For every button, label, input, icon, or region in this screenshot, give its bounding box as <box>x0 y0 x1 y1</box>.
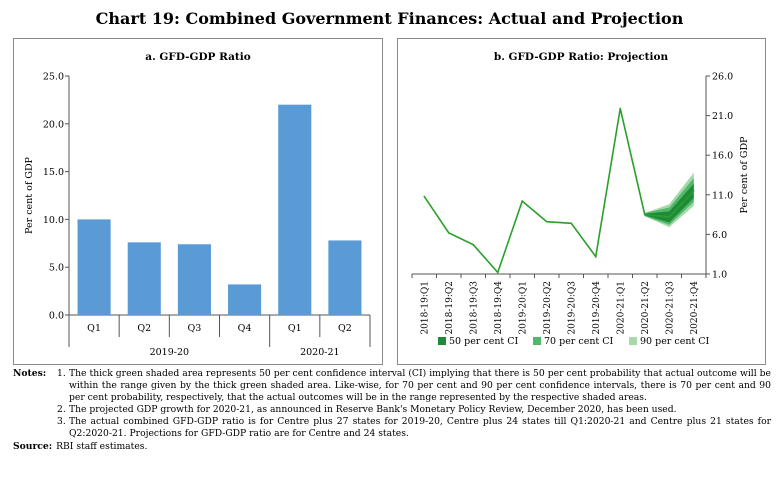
bar-3 <box>177 244 211 315</box>
x-tick-label: Q2 <box>137 323 151 334</box>
data-point <box>594 255 597 258</box>
projection-line-chart: b. GFD-GDP Ratio: Projection Per cent of … <box>411 51 750 347</box>
data-point <box>668 216 671 218</box>
bar-2 <box>127 242 161 315</box>
bar-6 <box>328 240 362 315</box>
x-tick-label: Q1 <box>87 323 101 334</box>
y-tick-label: 11.0 <box>712 190 733 201</box>
data-point <box>643 213 646 216</box>
data-point <box>545 220 548 223</box>
x-tick-label: Q2 <box>338 323 352 334</box>
data-point <box>692 190 695 192</box>
panel-gfd-gdp-projection: b. GFD-GDP Ratio: Projection Per cent of … <box>397 38 766 365</box>
bar-1 <box>77 219 111 315</box>
x-tick-label: 2020-21:Q2 <box>641 281 651 335</box>
gfd-gdp-series-line <box>423 108 695 274</box>
x-tick-label: 2018-19:Q2 <box>445 281 455 335</box>
legend-label: 90 per cent CI <box>640 336 710 347</box>
note-2: 2. The projected GDP growth for 2020-21,… <box>13 404 771 416</box>
bar-4 <box>228 284 262 315</box>
data-point <box>570 222 573 225</box>
data-point <box>423 195 426 198</box>
y-axis-label: Per cent of GDP <box>739 136 750 214</box>
notes-section: Notes: 1. The thick green shaded area re… <box>13 368 771 453</box>
x-tick-label: 2019-20:Q4 <box>592 281 602 335</box>
y-tick-label: 5.0 <box>49 263 64 274</box>
group-label: 2019-20 <box>150 347 189 358</box>
bar-chart: a. GFD-GDP Ratio Per cent of GDP 0.0 5.0 10.… <box>24 51 371 358</box>
chart-title: Chart 19: Combined Government Finances: … <box>95 9 684 28</box>
legend-label: 50 per cent CI <box>449 336 519 347</box>
note-1: Notes: 1. The thick green shaded area re… <box>13 368 771 404</box>
x-tick-label: 2018-19:Q4 <box>494 281 504 335</box>
y-tick-label: 15.0 <box>43 167 64 178</box>
legend-label: 70 per cent CI <box>544 336 614 347</box>
data-point <box>472 243 475 246</box>
x-tick-label: 2020-21:Q3 <box>665 281 675 335</box>
note-number: 2. <box>57 404 66 415</box>
x-tick-label: 2020-21:Q4 <box>690 281 700 335</box>
y-axis-label: Per cent of GDP <box>24 156 35 234</box>
y-tick-label: 16.0 <box>712 151 733 162</box>
data-point <box>447 232 450 234</box>
x-tick-label: 2018-19:Q1 <box>420 281 430 335</box>
panel-gfd-gdp-ratio: a. GFD-GDP Ratio Per cent of GDP 0.0 5.0 10.… <box>13 38 383 365</box>
panel-title: a. GFD-GDP Ratio <box>145 51 250 63</box>
note-text: The thick green shaded area represents 5… <box>69 368 771 403</box>
data-point <box>521 200 524 202</box>
y-tick-label: 21.0 <box>712 111 733 122</box>
ci-band-ci50 <box>644 183 694 223</box>
y-tick-label: 20.0 <box>43 119 64 130</box>
x-tick-label: Q3 <box>187 323 201 334</box>
legend-swatch-2 <box>533 337 541 345</box>
y-tick-label: 6.0 <box>712 230 727 241</box>
panel-title: b. GFD-GDP Ratio: Projection <box>494 51 669 63</box>
x-tick-label: 2019-20:Q2 <box>543 281 553 335</box>
note-text: The projected GDP growth for 2020-21, as… <box>69 404 677 415</box>
x-tick-label: 2019-20:Q1 <box>518 281 528 335</box>
y-tick-label: 10.0 <box>43 215 64 226</box>
x-tick-label: 2020-21:Q1 <box>616 281 626 335</box>
x-tick-label: 2019-20:Q3 <box>567 281 577 335</box>
note-text: The actual combined GFD-GDP ratio is for… <box>69 416 771 439</box>
group-label: 2020-21 <box>300 347 339 358</box>
source-text: RBI staff estimates. <box>56 441 148 452</box>
x-tick-label: 2018-19:Q3 <box>469 281 479 335</box>
data-point <box>496 271 499 274</box>
data-point <box>619 107 622 110</box>
bar-5 <box>278 104 312 316</box>
y-tick-label: 25.0 <box>43 72 64 83</box>
note-number: 1. <box>57 368 66 379</box>
legend-swatch-1 <box>438 337 446 345</box>
source-line: Source: RBI staff estimates. <box>13 441 771 453</box>
y-tick-label: 1.0 <box>712 270 727 281</box>
x-tick-label: Q1 <box>288 323 302 334</box>
y-tick-label: 26.0 <box>712 72 733 83</box>
x-tick-label: Q4 <box>238 323 252 334</box>
legend-swatch-3 <box>629 337 637 345</box>
notes-label: Notes: <box>13 368 47 379</box>
note-3: 3. The actual combined GFD-GDP ratio is … <box>13 416 771 440</box>
source-label: Source: <box>13 441 53 452</box>
y-tick-label: 0.0 <box>49 311 64 322</box>
note-number: 3. <box>57 416 66 427</box>
